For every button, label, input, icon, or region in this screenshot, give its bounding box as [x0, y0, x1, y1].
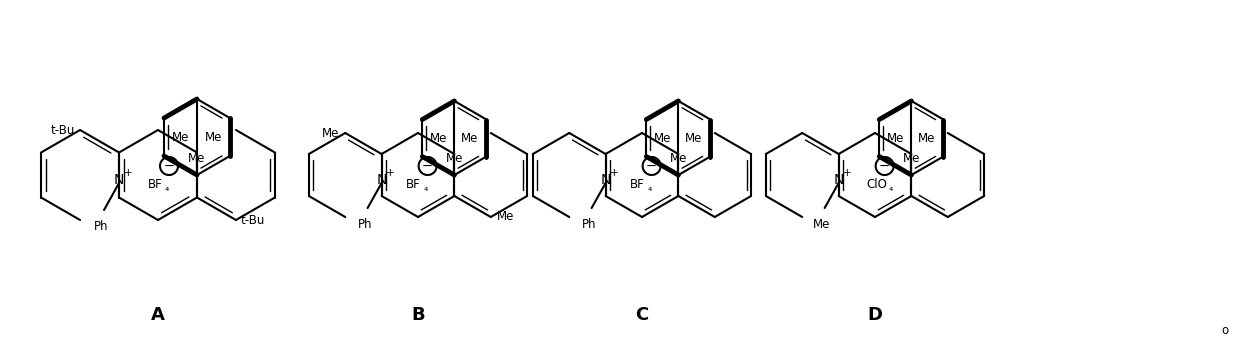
- Text: −: −: [879, 159, 890, 172]
- Text: o: o: [1221, 324, 1229, 336]
- Text: t-Bu: t-Bu: [51, 124, 76, 137]
- Text: ₄: ₄: [165, 183, 170, 193]
- Text: Me: Me: [888, 131, 905, 145]
- Text: −: −: [422, 159, 433, 172]
- Text: Me: Me: [684, 131, 702, 145]
- Text: A: A: [151, 306, 165, 324]
- Text: BF: BF: [407, 177, 422, 190]
- Text: ₄: ₄: [889, 183, 893, 193]
- Text: C: C: [635, 306, 649, 324]
- Text: B: B: [412, 306, 425, 324]
- Text: Me: Me: [903, 152, 920, 165]
- Text: −: −: [646, 159, 657, 172]
- Text: BF: BF: [630, 177, 645, 190]
- Text: Me: Me: [461, 131, 479, 145]
- Text: N: N: [114, 173, 124, 187]
- Text: Me: Me: [430, 131, 448, 145]
- Text: +: +: [387, 168, 394, 178]
- Text: Me: Me: [918, 131, 935, 145]
- Text: Me: Me: [172, 130, 190, 144]
- Text: Me: Me: [670, 152, 687, 165]
- Text: N: N: [377, 173, 387, 187]
- Text: ₄: ₄: [424, 183, 428, 193]
- Text: +: +: [843, 168, 852, 178]
- Text: Ph: Ph: [94, 220, 108, 233]
- Text: BF: BF: [148, 177, 162, 190]
- Text: Ph: Ph: [582, 218, 596, 231]
- Text: Me: Me: [322, 127, 340, 139]
- Text: ClO: ClO: [867, 177, 887, 190]
- Text: Me: Me: [813, 218, 831, 231]
- Text: Me: Me: [497, 210, 515, 224]
- Text: +: +: [124, 168, 133, 178]
- Text: Me: Me: [445, 152, 463, 165]
- Text: N: N: [833, 173, 843, 187]
- Text: t-Bu: t-Bu: [241, 214, 265, 227]
- Text: Ph: Ph: [357, 218, 372, 231]
- Text: D: D: [868, 306, 883, 324]
- Text: ₄: ₄: [647, 183, 652, 193]
- Text: Me: Me: [655, 131, 672, 145]
- Text: Me: Me: [205, 130, 222, 144]
- Text: +: +: [610, 168, 619, 178]
- Text: N: N: [600, 173, 611, 187]
- Text: Me: Me: [188, 152, 206, 165]
- Text: −: −: [164, 159, 175, 172]
